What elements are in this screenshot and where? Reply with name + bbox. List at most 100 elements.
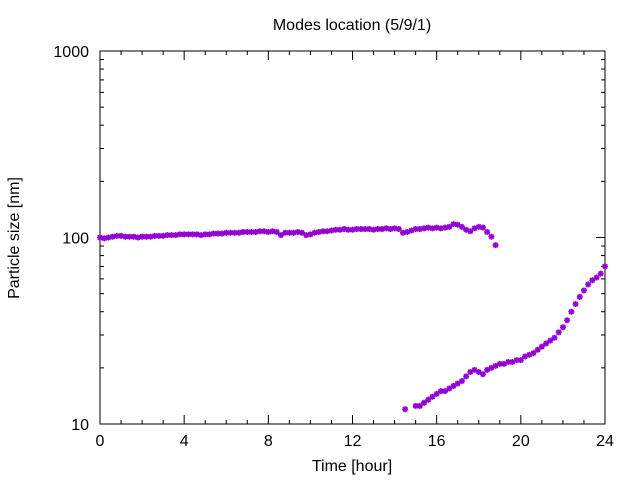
data-point (277, 232, 284, 239)
data-point (113, 232, 120, 239)
data-point (172, 232, 179, 239)
data-point (315, 229, 322, 236)
data-point (151, 232, 158, 239)
data-point (299, 229, 305, 236)
data-point (320, 228, 327, 235)
data-point (134, 234, 141, 241)
data-point (374, 226, 381, 233)
data-point (189, 231, 196, 238)
data-point (421, 399, 428, 406)
data-point (467, 369, 474, 376)
data-point (294, 229, 301, 236)
data-point (307, 231, 314, 238)
data-point (357, 226, 364, 233)
axis-tick-labels: 0 4 8 12 16 20 24 10 100 1000 (53, 44, 614, 450)
data-point (181, 231, 188, 238)
data-point (421, 225, 428, 232)
data-point (202, 231, 209, 238)
data-point (517, 357, 524, 364)
data-point (265, 229, 272, 236)
data-point (446, 223, 453, 230)
x-tick-label: 8 (264, 433, 273, 450)
data-point (597, 270, 604, 277)
data-point (412, 402, 419, 409)
data-point (105, 234, 112, 241)
x-tick-label: 0 (96, 433, 105, 450)
data-point (240, 229, 247, 236)
data-point (589, 277, 596, 284)
data-point (501, 360, 507, 367)
data-point (580, 287, 587, 294)
data-point (198, 232, 204, 239)
data-point (404, 229, 411, 236)
data-point (164, 232, 171, 239)
data-point (425, 224, 432, 231)
data-point (139, 233, 146, 240)
data-point (416, 226, 423, 233)
data-point (471, 225, 478, 232)
data-point (101, 235, 108, 242)
data-point (475, 223, 482, 230)
data-point (458, 223, 465, 230)
data-point (206, 231, 213, 238)
x-tick-label: 4 (180, 433, 189, 450)
data-point (555, 329, 562, 336)
data-point (387, 226, 394, 233)
data-point (450, 221, 457, 228)
data-point (282, 229, 289, 236)
y-tick-label: 100 (62, 231, 89, 248)
data-point (109, 233, 116, 240)
data-point (118, 232, 125, 239)
data-point (433, 224, 440, 231)
data-point (324, 228, 331, 235)
data-point (454, 221, 461, 228)
data-point (530, 350, 537, 357)
x-axis-label: Time [hour] (312, 458, 392, 475)
data-point (534, 346, 541, 353)
data-point (484, 366, 491, 373)
data-point (488, 364, 495, 371)
data-point (509, 359, 516, 365)
data-point (442, 224, 449, 231)
data-point (147, 233, 154, 240)
data-point (442, 388, 449, 395)
data-point (328, 227, 335, 234)
axis-ticks (99, 50, 606, 425)
data-point (463, 373, 470, 380)
data-point (402, 406, 409, 413)
data-point (332, 226, 339, 233)
data-point (261, 228, 268, 235)
data-point (471, 366, 478, 373)
y-tick-label: 10 (71, 417, 89, 434)
y-axis-label: Particle size [nm] (6, 177, 23, 299)
data-point (458, 378, 465, 385)
data-point (425, 396, 432, 403)
data-point (219, 230, 226, 237)
data-point (269, 228, 276, 235)
data-point (366, 226, 373, 233)
data-point (311, 229, 318, 236)
data-point (370, 226, 377, 233)
data-point (290, 229, 297, 236)
data-point (505, 359, 512, 365)
data-point (143, 233, 150, 240)
data-point (492, 362, 499, 369)
data-point (429, 393, 436, 400)
x-tick-label: 12 (344, 433, 362, 450)
data-point (349, 226, 356, 233)
data-point (484, 229, 491, 236)
data-point (568, 308, 575, 315)
data-point (467, 228, 474, 235)
data-point (286, 229, 293, 236)
data-point (341, 226, 348, 233)
data-point (564, 317, 571, 324)
data-point (429, 225, 436, 232)
x-tick-label: 16 (428, 433, 446, 450)
data-point (223, 229, 230, 236)
data-point (602, 263, 608, 270)
data-point (97, 234, 103, 241)
data-point (210, 230, 217, 237)
data-point (446, 385, 453, 392)
data-point (362, 226, 369, 233)
